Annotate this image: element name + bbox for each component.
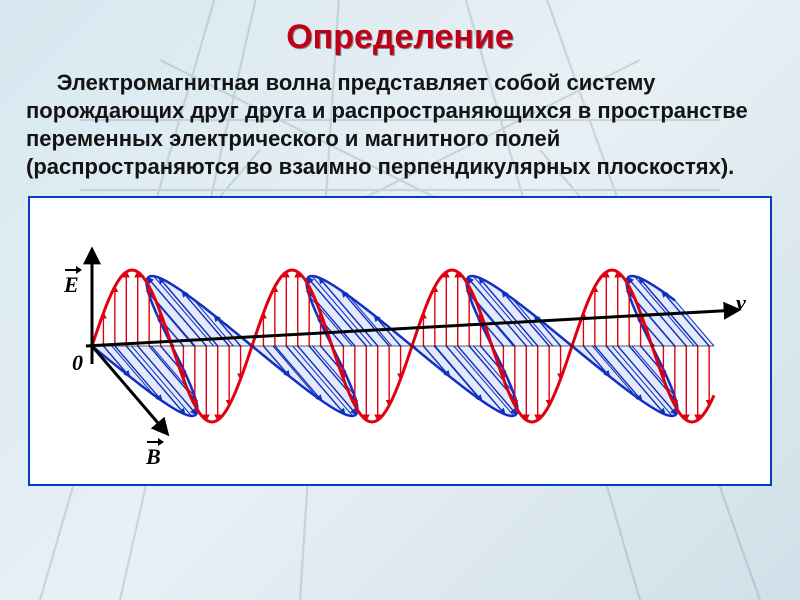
page-title: Определение: [26, 18, 774, 57]
definition-paragraph: Электромагнитная волна представляет собо…: [26, 69, 774, 182]
label-B: B: [146, 444, 161, 470]
wave-svg: [30, 198, 770, 484]
label-E: E: [64, 272, 79, 298]
label-v: v: [736, 290, 746, 316]
em-wave-diagram: E B 0 v: [28, 196, 772, 486]
label-0: 0: [72, 350, 83, 376]
